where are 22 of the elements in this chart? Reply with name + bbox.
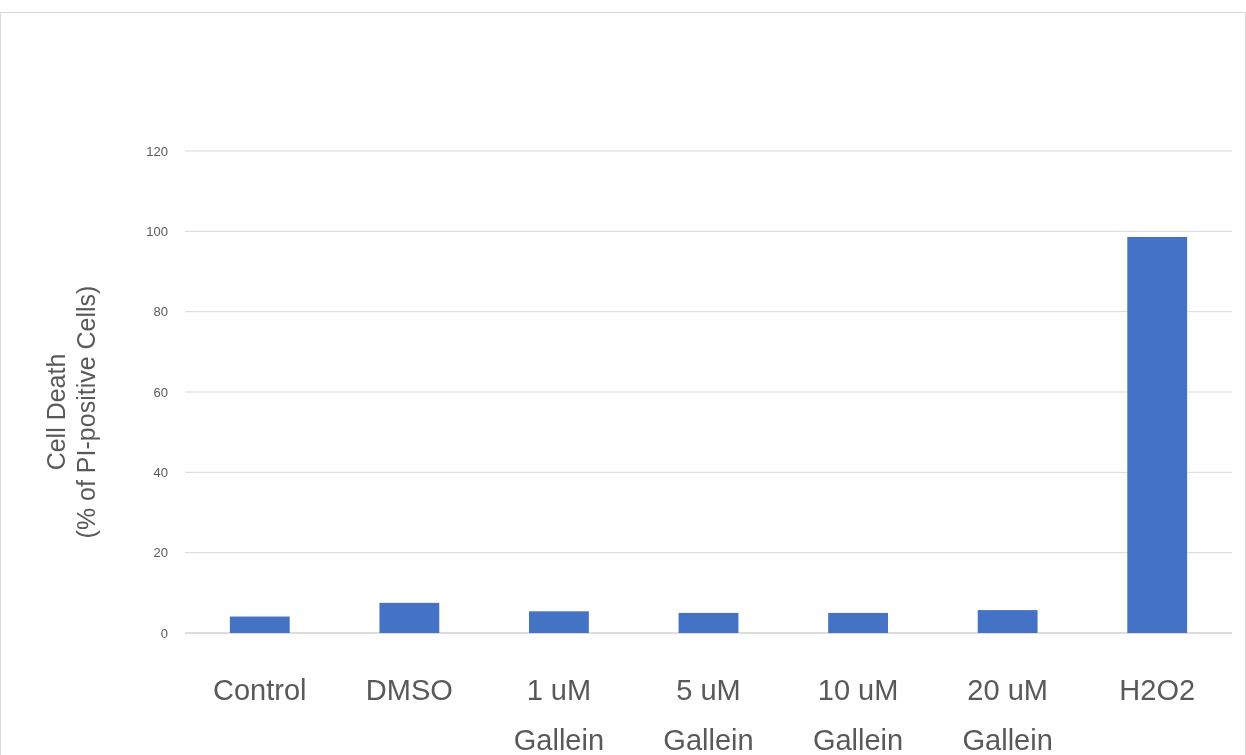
bar	[379, 602, 440, 633]
x-tick-label: 20 uM Gallein	[962, 674, 1053, 755]
bar	[529, 611, 589, 633]
y-tick-label: 100	[146, 223, 168, 239]
bar	[678, 612, 739, 633]
y-tick-label: 0	[160, 625, 168, 641]
x-tick-label: 10 uM Gallein	[812, 674, 904, 755]
x-tick-label: 1 uM Gallein	[513, 674, 605, 755]
x-tick-label: Control	[213, 674, 307, 706]
y-tick-label: 20	[153, 545, 168, 561]
y-tick-label: 120	[146, 143, 168, 159]
y-axis-title: Cell Death (% of PI-positive Cells)	[42, 285, 100, 539]
y-tick-label: 60	[153, 384, 168, 400]
bar	[828, 612, 888, 633]
y-tick-label: 80	[153, 304, 168, 320]
x-tick-label: H2O2	[1119, 674, 1196, 706]
y-tick-label: 40	[153, 464, 168, 480]
x-tick-label: 5 uM Gallein	[663, 674, 754, 755]
x-tick-label: DMSO	[365, 674, 453, 706]
bar	[1127, 236, 1188, 633]
bar	[229, 616, 290, 633]
bar	[977, 610, 1038, 633]
